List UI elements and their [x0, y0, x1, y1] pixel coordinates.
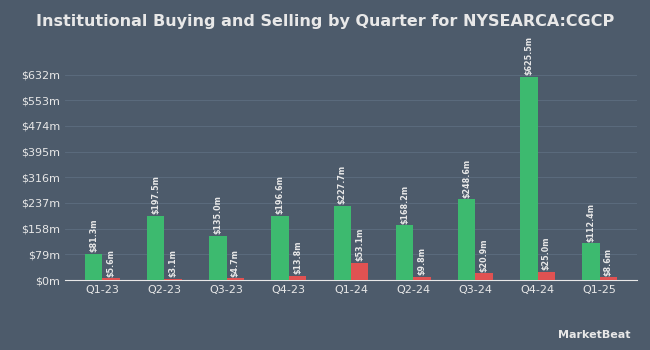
Text: $9.8m: $9.8m — [417, 247, 426, 275]
Bar — [351, 263, 369, 280]
Text: $168.2m: $168.2m — [400, 184, 409, 224]
Bar — [396, 225, 413, 280]
Bar — [413, 277, 430, 280]
Text: $5.6m: $5.6m — [107, 249, 116, 276]
Text: MarketBeat: MarketBeat — [558, 329, 630, 340]
Text: $135.0m: $135.0m — [213, 196, 222, 234]
Text: $53.1m: $53.1m — [355, 228, 364, 261]
Bar — [582, 244, 600, 280]
Text: $197.5m: $197.5m — [151, 175, 161, 214]
Bar — [600, 277, 617, 280]
Legend: Total Inflows, Total Outflows: Total Inflows, Total Outflows — [71, 349, 288, 350]
Bar — [85, 254, 102, 280]
Bar — [227, 279, 244, 280]
Bar — [458, 199, 475, 280]
Text: Institutional Buying and Selling by Quarter for NYSEARCA:CGCP: Institutional Buying and Selling by Quar… — [36, 14, 614, 29]
Bar — [475, 273, 493, 280]
Text: $227.7m: $227.7m — [338, 165, 347, 204]
Text: $625.5m: $625.5m — [525, 36, 533, 75]
Bar — [209, 236, 227, 280]
Bar — [333, 206, 351, 280]
Text: $8.6m: $8.6m — [604, 247, 613, 275]
Text: $25.0m: $25.0m — [541, 237, 551, 270]
Text: $248.6m: $248.6m — [462, 159, 471, 198]
Bar — [520, 77, 538, 280]
Text: $20.9m: $20.9m — [480, 238, 489, 272]
Text: $4.7m: $4.7m — [231, 249, 240, 277]
Bar — [102, 278, 120, 280]
Bar — [164, 279, 182, 280]
Text: $13.8m: $13.8m — [293, 240, 302, 274]
Text: $112.4m: $112.4m — [586, 203, 595, 242]
Bar — [538, 272, 555, 280]
Text: $196.6m: $196.6m — [276, 176, 285, 215]
Text: $81.3m: $81.3m — [89, 218, 98, 252]
Bar — [289, 275, 306, 280]
Text: $3.1m: $3.1m — [169, 250, 177, 277]
Bar — [272, 216, 289, 280]
Bar — [147, 216, 164, 280]
